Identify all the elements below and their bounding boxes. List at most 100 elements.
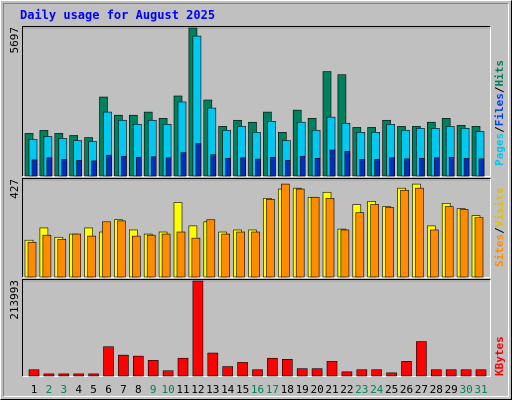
bar <box>341 371 353 377</box>
bar <box>296 368 308 377</box>
x-tick-label: 18 <box>281 383 294 396</box>
chart-title: Daily usage for August 2025 <box>20 8 215 22</box>
x-tick-label: 27 <box>415 383 428 396</box>
bar <box>133 355 144 377</box>
bar <box>206 219 216 278</box>
bar <box>146 234 156 278</box>
frame-inner-dark <box>3 3 509 397</box>
bar <box>314 158 321 177</box>
bar <box>73 373 84 377</box>
bar <box>355 212 365 278</box>
bar <box>240 157 246 177</box>
x-tick-label: 31 <box>474 383 487 396</box>
x-tick-label: 11 <box>176 383 189 396</box>
bar <box>419 158 425 177</box>
bar <box>222 366 233 377</box>
bar <box>46 157 53 177</box>
bar <box>370 204 380 278</box>
bar <box>281 359 293 377</box>
bar <box>58 373 70 377</box>
bar <box>251 231 260 278</box>
x-tick-label: 19 <box>296 383 309 396</box>
bar <box>180 152 187 177</box>
legend-entry: Hits <box>493 60 506 87</box>
panel-border-dark <box>22 26 491 177</box>
bar <box>429 229 439 278</box>
bar <box>404 158 410 177</box>
bar <box>356 369 368 377</box>
legend-entry: Pages <box>493 133 506 166</box>
bar <box>280 183 290 278</box>
bar <box>400 189 409 278</box>
bar <box>444 206 454 278</box>
bar <box>284 160 291 177</box>
x-tick-label: 25 <box>385 383 398 396</box>
bar <box>191 237 201 278</box>
bar <box>177 357 189 377</box>
x-tick-label: 6 <box>105 383 112 396</box>
bar <box>76 160 82 177</box>
bar <box>150 156 157 177</box>
x-tick-label: 12 <box>191 383 204 396</box>
x-tick-label: 30 <box>459 383 472 396</box>
bar <box>445 369 457 377</box>
bar <box>176 231 186 278</box>
bar <box>161 233 171 278</box>
x-tick-label: 16 <box>251 383 264 396</box>
bar <box>371 369 383 377</box>
bar <box>299 155 306 177</box>
bar <box>165 157 172 177</box>
bar <box>192 280 204 377</box>
bar <box>415 187 424 278</box>
bar <box>386 372 397 377</box>
legend: Pages/Files/Hits <box>493 60 506 166</box>
bar <box>87 235 96 278</box>
bar <box>430 369 442 377</box>
panel <box>22 279 490 376</box>
x-tick-label: 2 <box>46 383 53 396</box>
bar <box>463 158 470 177</box>
bar <box>389 157 395 177</box>
bar <box>310 196 320 278</box>
bar <box>475 369 487 377</box>
legend-separator: / <box>493 86 506 93</box>
bar <box>118 354 129 377</box>
bar <box>474 217 484 278</box>
legend-separator: / <box>493 227 506 234</box>
panel-border-light <box>22 178 491 278</box>
bar <box>43 373 55 377</box>
bar <box>385 207 394 278</box>
legend: Sites/Visits <box>493 188 506 268</box>
x-tick-label: 23 <box>355 383 368 396</box>
x-tick-label: 17 <box>266 383 279 396</box>
legend-entry: Files <box>493 93 506 126</box>
bar <box>121 155 127 177</box>
x-tick-label: 1 <box>31 383 38 396</box>
bar <box>210 154 217 177</box>
x-tick-label: 29 <box>445 383 458 396</box>
bar <box>57 238 67 278</box>
bar <box>448 156 455 177</box>
bar <box>27 241 37 278</box>
bar <box>207 352 219 377</box>
legend-entry: KBytes <box>493 336 506 376</box>
y-tick-label: 5697 <box>8 27 21 54</box>
bar <box>359 159 366 177</box>
bar <box>295 188 305 278</box>
bar <box>326 361 338 377</box>
bar <box>61 159 68 177</box>
bar <box>103 346 114 377</box>
x-tick-label: 21 <box>325 383 338 396</box>
legend-entry: Sites <box>493 234 506 267</box>
bar <box>255 158 261 177</box>
x-tick-label: 22 <box>340 383 353 396</box>
legend: KBytes <box>493 336 506 376</box>
bar <box>237 362 248 377</box>
x-tick-label: 10 <box>161 383 174 396</box>
legend-separator: / <box>493 126 506 133</box>
y-tick-label: 427 <box>8 179 21 199</box>
bar <box>252 369 263 377</box>
frame-inner-light <box>3 3 509 397</box>
legend-entry: Visits <box>493 188 506 228</box>
bar <box>266 199 275 278</box>
